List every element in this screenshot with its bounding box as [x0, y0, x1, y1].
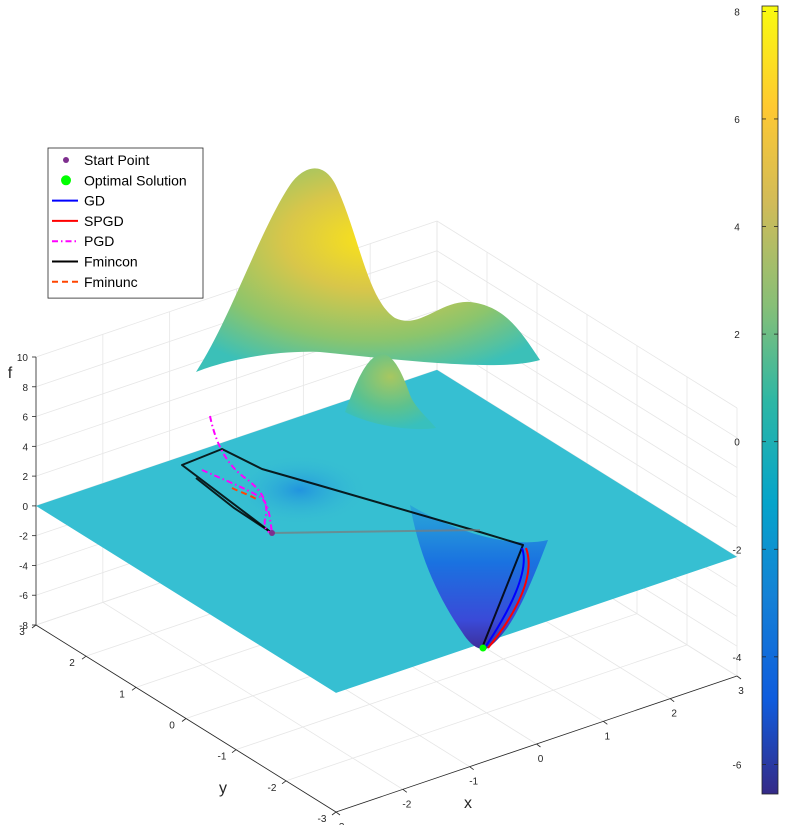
- optimal-solution-marker: [479, 644, 487, 652]
- legend-label: SPGD: [84, 213, 124, 229]
- pgd-path-branch: [201, 469, 273, 534]
- colorbar-tick-label: 0: [734, 438, 740, 449]
- y-tick-mark: [231, 749, 237, 753]
- surface-large-peak: [196, 168, 540, 372]
- colorbar-tick-label: -4: [733, 653, 742, 664]
- floor-grid-y: [285, 644, 688, 782]
- x-tick-label: -3: [336, 822, 345, 825]
- colorbar-tick-label: 2: [734, 330, 740, 341]
- colorbar-tick-label: 6: [734, 115, 740, 126]
- spgd-path: [487, 547, 530, 649]
- z-tick-label: 0: [22, 502, 28, 513]
- legend-entry: Start Point: [63, 152, 149, 168]
- legend-entry: Optimal Solution: [61, 172, 187, 188]
- z-tick-label: 6: [22, 413, 28, 424]
- legend: Start Point Optimal Solution GD SPGD PGD Fmin…: [47, 147, 204, 299]
- legend-entry: GD: [52, 193, 105, 209]
- axis-labels: x y f: [8, 365, 472, 812]
- x-tick-label: 2: [671, 709, 677, 720]
- y-tick-label: -1: [218, 752, 227, 763]
- surface-dip: [230, 454, 370, 526]
- y-tick-mark: [181, 718, 187, 722]
- legend-marker: [63, 157, 69, 163]
- pgd-path: [209, 415, 273, 534]
- z-tick-label: -6: [19, 591, 28, 602]
- z-tick-label: 2: [22, 472, 28, 483]
- x-tick-mark: [335, 811, 341, 816]
- x-tick-label: -1: [469, 777, 478, 788]
- x-tick-mark: [402, 789, 408, 793]
- legend-label: PGD: [84, 233, 114, 249]
- y-tick-label: 1: [119, 689, 125, 700]
- colorbar-bar: [761, 5, 779, 795]
- wall-grid-z: [436, 339, 738, 528]
- legend-label: Fmincon: [84, 254, 138, 270]
- z-tick-label: -2: [19, 532, 28, 543]
- y-tick-mark: [281, 780, 287, 785]
- x-tick-label: -2: [402, 799, 411, 810]
- y-tick-mark: [81, 655, 87, 660]
- y-tick-mark: [331, 811, 337, 816]
- wall-grid-z: [436, 250, 738, 439]
- legend-label: GD: [84, 193, 105, 209]
- colorbar-tick-label: -6: [733, 760, 742, 771]
- y-tick-mark: [31, 624, 37, 629]
- legend-entry: Fmincon: [52, 254, 138, 270]
- colorbar-tick-label: 4: [734, 223, 740, 234]
- fmincon-path: [181, 448, 524, 649]
- x-tick-mark: [603, 721, 608, 725]
- y-axis-label: y: [219, 780, 227, 797]
- y-tick-label: -3: [318, 814, 327, 825]
- y-tick-label: 2: [69, 658, 75, 669]
- x-tick-mark: [536, 743, 541, 748]
- colorbar-tick-label: 8: [734, 7, 740, 18]
- colorbar-tick-label: -2: [733, 545, 742, 556]
- x-tick-label: 3: [738, 686, 744, 697]
- z-tick-label: -8: [19, 621, 28, 632]
- x-tick-mark: [469, 766, 474, 770]
- y-tick-label: 0: [169, 721, 175, 732]
- legend-entry: Fminunc: [52, 274, 138, 290]
- x-tick-mark: [736, 675, 742, 680]
- fmincon-path-segment: [195, 477, 273, 534]
- floor-grid-y: [235, 613, 638, 751]
- legend-entry: SPGD: [52, 213, 124, 229]
- z-tick-label: 8: [22, 383, 28, 394]
- y-tick-mark: [131, 687, 137, 691]
- z-tick-label: -4: [19, 561, 28, 572]
- legend-marker: [61, 175, 71, 186]
- z-tick-label: 4: [22, 442, 28, 453]
- surface-small-peak: [345, 354, 436, 430]
- legend-box: [47, 147, 204, 299]
- z-tick-label: 10: [17, 353, 29, 364]
- legend-label: Fminunc: [84, 274, 138, 290]
- x-tick-label: 1: [605, 731, 611, 742]
- fmincon-path-return: [271, 529, 481, 534]
- wall-grid-z: [436, 220, 738, 409]
- gd-path: [485, 547, 525, 647]
- y-tick-label: -2: [268, 783, 277, 794]
- optimizer-paths: [181, 415, 530, 652]
- x-tick-mark: [669, 698, 675, 702]
- z-axis-label: f: [8, 365, 13, 382]
- fminunc-path: [231, 487, 259, 501]
- legend-label: Start Point: [84, 152, 149, 168]
- wall-grid-z: [436, 369, 738, 558]
- wall-grid-z: [35, 220, 438, 358]
- start-point-marker: [269, 530, 275, 536]
- x-tick-label: 0: [538, 754, 544, 765]
- legend-entry: PGD: [52, 233, 114, 249]
- x-axis-label: x: [464, 795, 472, 812]
- legend-label: Optimal Solution: [84, 172, 187, 188]
- y-tick-label: 3: [19, 627, 25, 638]
- colorbar: -6 -4 -2 0 2 4 6 8: [733, 5, 779, 795]
